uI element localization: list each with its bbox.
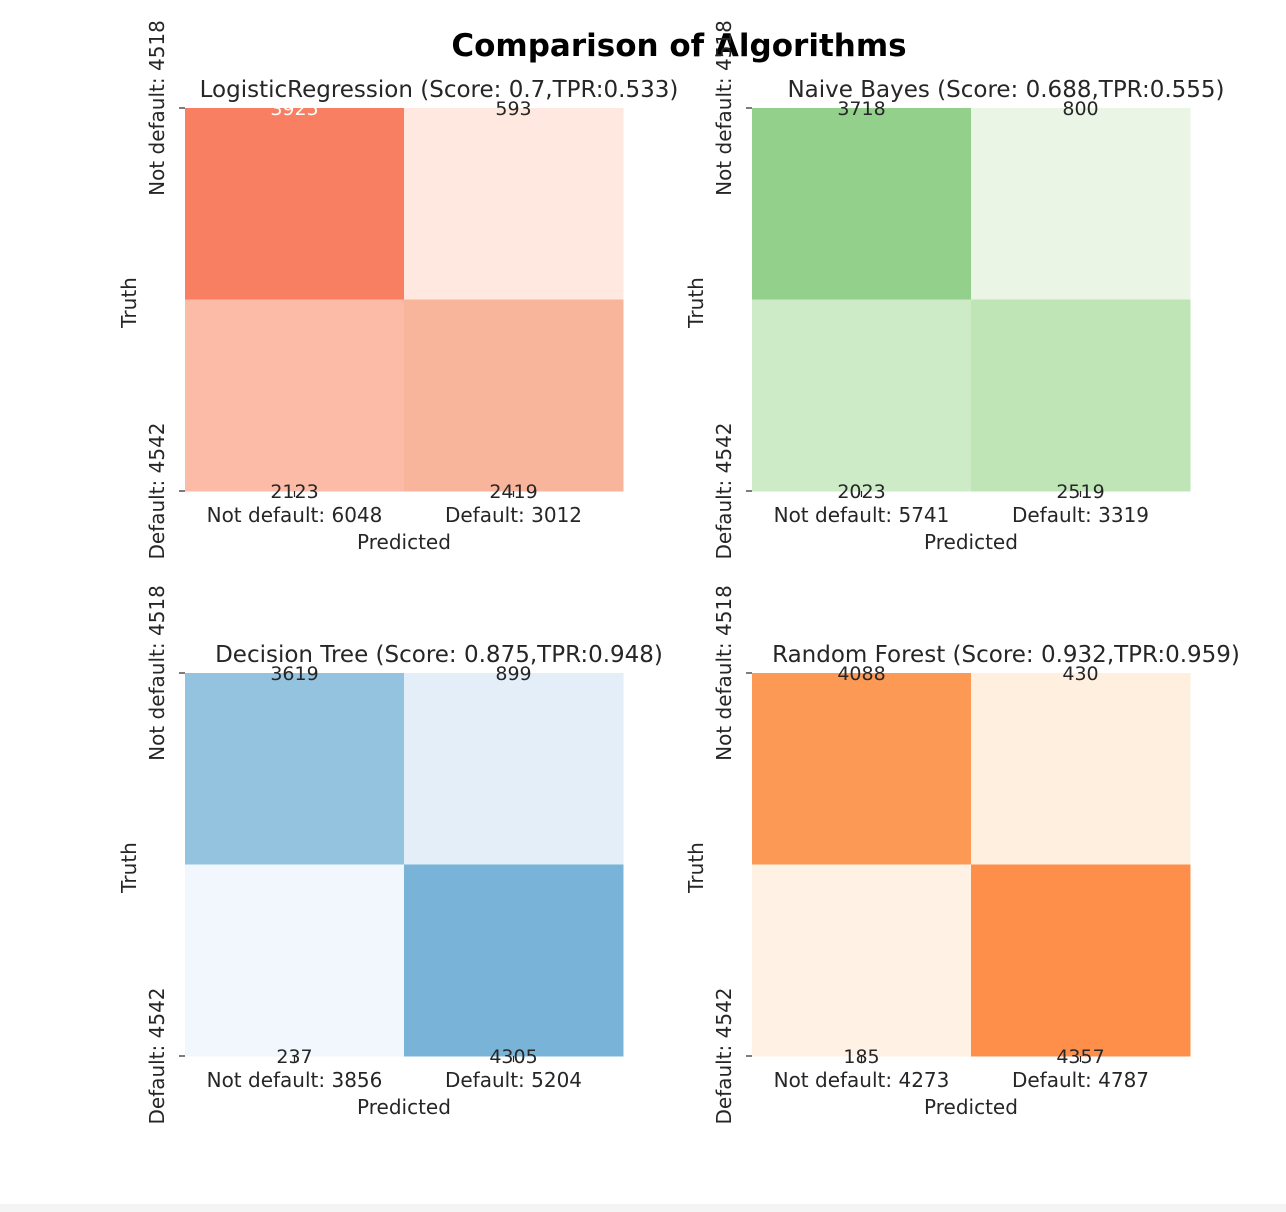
heatmap-cell-r1-c0 — [752, 299, 972, 492]
figure-title: Comparison of Algorithms — [451, 28, 906, 64]
x-axis-label: Predicted — [357, 530, 451, 554]
y-axis-label: Truth — [117, 277, 141, 329]
cell-value-label-r0-c0: 3925 — [270, 98, 318, 120]
y-axis-label: Truth — [684, 277, 708, 329]
cell-value-label-r0-c0: 3619 — [270, 663, 318, 685]
x-tick-label-0: Not default: 4273 — [774, 1068, 950, 1092]
bottom-strip — [0, 1204, 1286, 1212]
cell-value-label-r0-c1: 800 — [1062, 98, 1098, 120]
heatmap-cell-r1-c1 — [971, 299, 1191, 492]
y-tick-label-1: Default: 4542 — [145, 987, 169, 1124]
heatmap-cell-r1-c0 — [185, 864, 405, 1057]
heatmap-cell-r0-c1 — [971, 108, 1191, 300]
panel-title: Naive Bayes (Score: 0.688,TPR:0.555) — [787, 77, 1224, 103]
y-tick-label-1: Default: 4542 — [145, 422, 169, 559]
panel-title: Random Forest (Score: 0.932,TPR:0.959) — [772, 642, 1240, 668]
cell-value-label-r0-c1: 899 — [495, 663, 531, 685]
heatmap-cell-r1-c1 — [404, 299, 624, 492]
x-tick-label-1: Default: 4787 — [1012, 1068, 1149, 1092]
x-axis-label: Predicted — [924, 530, 1018, 554]
x-tick-label-0: Not default: 6048 — [207, 503, 383, 527]
y-tick-label-1: Default: 4542 — [712, 422, 736, 559]
x-tick-label-1: Default: 3319 — [1012, 503, 1149, 527]
y-tick-label-0: Not default: 4518 — [712, 585, 736, 761]
heatmap-cell-r0-c0 — [752, 673, 972, 865]
heatmap-cell-r0-c0 — [185, 108, 405, 300]
y-axis-label: Truth — [684, 842, 708, 894]
y-tick-label-0: Not default: 4518 — [145, 20, 169, 196]
x-axis-label: Predicted — [357, 1095, 451, 1119]
heatmap-cell-r1-c1 — [404, 864, 624, 1057]
y-tick-label-0: Not default: 4518 — [712, 20, 736, 196]
x-axis-label: Predicted — [924, 1095, 1018, 1119]
heatmap-cell-r1-c1 — [971, 864, 1191, 1057]
cell-value-label-r0-c1: 430 — [1062, 663, 1098, 685]
panel-title: Decision Tree (Score: 0.875,TPR:0.948) — [215, 642, 663, 668]
x-tick-label-1: Default: 5204 — [445, 1068, 582, 1092]
heatmap-cell-r0-c0 — [752, 108, 972, 300]
cell-value-label-r0-c0: 4088 — [837, 663, 885, 685]
x-tick-label-0: Not default: 3856 — [207, 1068, 383, 1092]
y-axis-label: Truth — [117, 842, 141, 894]
y-tick-label-1: Default: 4542 — [712, 987, 736, 1124]
cell-value-label-r0-c1: 593 — [495, 98, 531, 120]
heatmap-cell-r0-c1 — [404, 673, 624, 865]
x-tick-label-1: Default: 3012 — [445, 503, 582, 527]
cell-value-label-r0-c0: 3718 — [837, 98, 885, 120]
y-tick-label-0: Not default: 4518 — [145, 585, 169, 761]
heatmap-cell-r0-c1 — [404, 108, 624, 300]
heatmap-cell-r1-c0 — [752, 864, 972, 1057]
heatmap-cell-r0-c0 — [185, 673, 405, 865]
x-tick-label-0: Not default: 5741 — [774, 503, 950, 527]
heatmap-cell-r1-c0 — [185, 299, 405, 492]
panel-title: LogisticRegression (Score: 0.7,TPR:0.533… — [200, 77, 679, 103]
heatmap-cell-r0-c1 — [971, 673, 1191, 865]
